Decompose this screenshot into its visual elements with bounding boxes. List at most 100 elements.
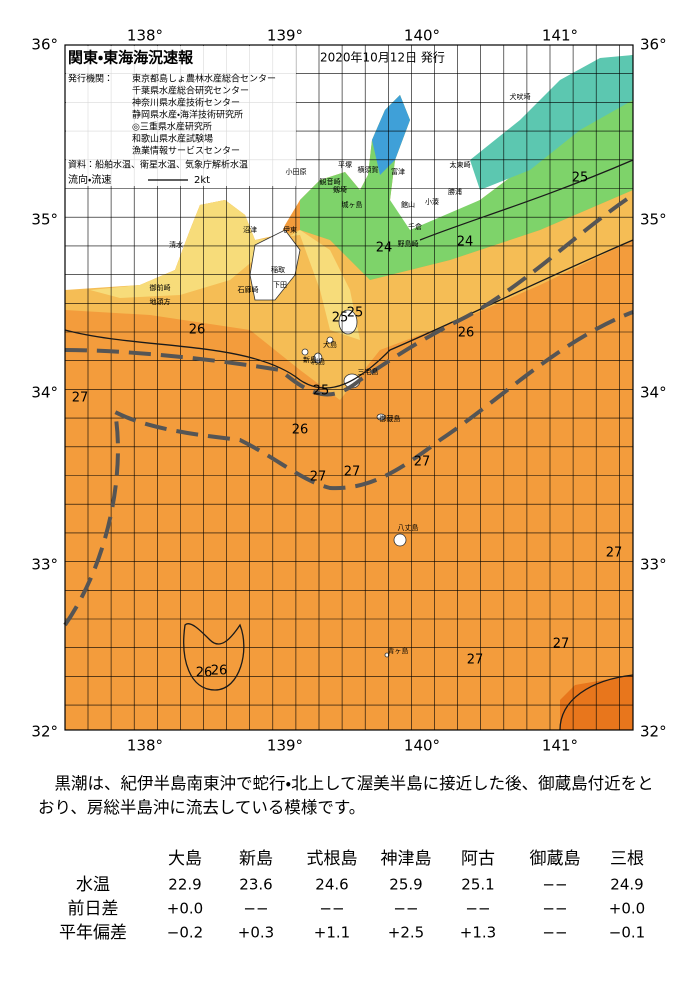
lat-label: 36° [31,36,58,54]
cell: 24.6 [315,876,348,894]
cell: −− [243,900,268,918]
kuroshio-axis [63,193,635,627]
place-name: 城ヶ島 [342,200,363,209]
isotherm-label: 27 [344,465,361,480]
cell: +0.0 [609,900,645,918]
place-name: 犬吠埼 [510,92,531,101]
isotherm-label: 27 [467,653,484,668]
lon-label: 141° [542,27,578,45]
place-name: 石廊崎 [238,285,259,294]
column-header: 阿古 [461,849,495,869]
place-name: 伊東 [283,225,297,234]
lat-label: 32° [640,723,667,741]
lat-label: 35° [31,211,58,229]
place-name: 青ヶ島 [388,646,409,655]
isotherm-label: 26 [458,326,475,341]
issuer: ◎三重県水産研究所 [132,121,212,133]
lat-label: 33° [640,556,667,574]
place-name: 大島 [323,340,337,349]
column-header: 神津島 [381,849,432,869]
place-name: 勝浦 [448,187,462,196]
cell: −0.1 [609,924,645,942]
place-name: 千倉 [408,222,422,231]
column-header: 御蔵島 [530,849,581,869]
issuer: 静岡県水産・海洋技術研究所 [132,109,243,121]
cell: −− [542,924,567,942]
lat-label: 34° [640,384,667,402]
column-header: 三根 [610,849,644,869]
cell: −− [319,900,344,918]
place-name: 地頭方 [150,297,171,306]
cell: −0.2 [167,924,203,942]
isotherm-label: 24 [376,241,393,256]
place-name: 稲取 [271,265,285,274]
place-name: 御前崎 [150,283,171,292]
isotherm-label: 24 [457,235,474,250]
isotherm-label: 26 [189,323,206,338]
sea-21 [372,95,410,175]
isotherm-label: 25 [572,171,589,186]
cell: −− [542,876,567,894]
place-name: 太東崎 [450,160,471,169]
place-name: 沼津 [243,225,257,234]
issuer: 和歌山県水産試験場 [132,133,213,145]
sources: 資料：船舶水温、衛星水温、気象庁解析水温 [68,159,248,171]
header-box [66,46,296,186]
lat-label: 32° [31,723,58,741]
lat-label: 34° [31,384,58,402]
cell: +0.0 [167,900,203,918]
isotherm-label: 25 [347,306,364,321]
isotherm-label: 25 [332,311,349,326]
isotherm-label: 27 [606,546,623,561]
lon-label: 140° [404,27,440,45]
place-name: 御蔵島 [380,414,401,423]
isotherm-label: 26 [292,423,309,438]
isotherm-label: 26 [211,664,228,679]
column-header: 式根島 [307,849,358,869]
sea-temperature-map: 関東・東海海況速報 2020年10月12日 発行 発行機関： 資料：船舶水温、衛… [31,27,667,755]
place-name: 新島 [303,355,317,364]
cell: +2.5 [388,924,424,942]
issue-date: 2020年10月12日 発行 [320,51,445,65]
issuer: 千葉県水産総合研究センター [132,85,249,97]
grid [65,45,633,730]
sea-22 [470,55,633,190]
isotherm-label: 26 [196,666,213,681]
cell: −− [542,900,567,918]
lat-label: 36° [640,36,667,54]
row-label: 平年偏差 [59,923,127,943]
isotherm-label: 27 [553,637,570,652]
flow-unit: 2kt [194,175,210,186]
isotherm-label: 27 [414,455,431,470]
cell: −− [465,900,490,918]
place-name: 利島 [311,357,325,366]
place-name: 平塚 [338,160,352,169]
place-name: 剱埼 [333,185,347,194]
place-name: 八丈島 [398,523,419,532]
place-name: 小田原 [286,167,307,176]
row-label: 水温 [76,875,110,895]
issuer-label: 発行機関： [68,73,113,85]
sea-25 [90,200,360,340]
cell: 22.9 [168,876,201,894]
isotherms [64,159,634,731]
cell: +1.3 [460,924,496,942]
cell: 25.9 [389,876,422,894]
flow-label: 流向・流速 [68,173,111,186]
place-name: 観音崎 [320,177,341,186]
place-name: 下田 [273,281,287,289]
title: 関東・東海海況速報 [68,49,194,67]
cell: +1.1 [314,924,350,942]
lon-label: 141° [542,737,578,755]
lon-label: 140° [404,737,440,755]
place-name: 三宅島 [358,367,379,376]
isotherm-label: 27 [72,391,89,406]
isotherm-label: 25 [313,384,330,399]
description: 黒潮は、紀伊半島南東沖で蛇行・北上して渥美半島に接近した後、御蔵島付近をとおり、… [38,774,654,817]
lat-label: 35° [640,211,667,229]
lon-label: 138° [127,737,163,755]
place-name: 小湊 [425,197,439,206]
issuer: 漁業情報サービスセンター [132,145,240,157]
